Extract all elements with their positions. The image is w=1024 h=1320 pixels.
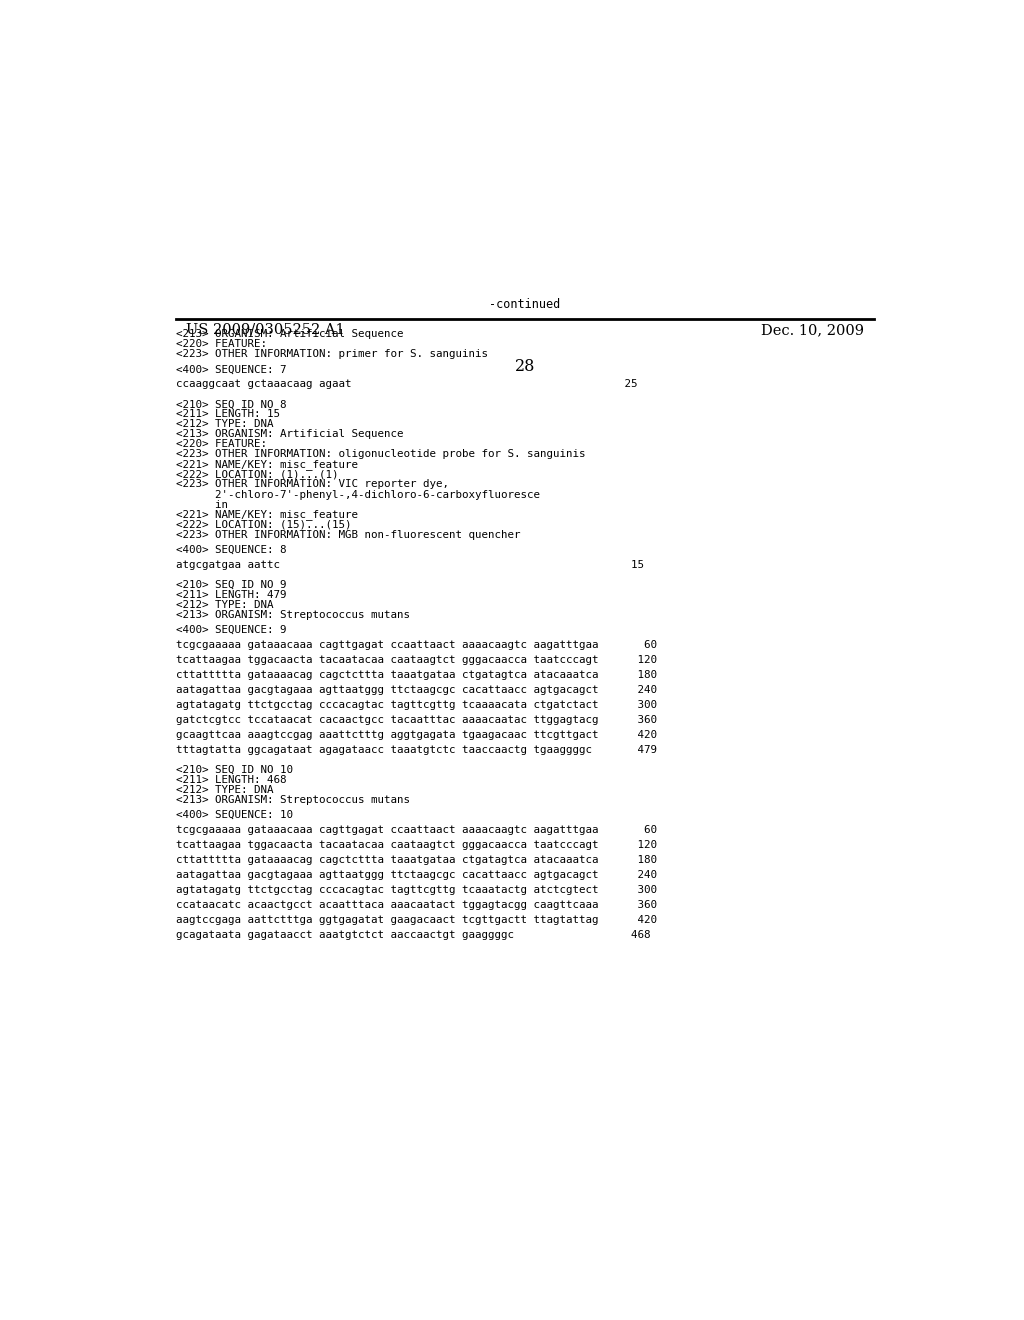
Text: ccataacatc acaactgcct acaatttaca aaacaatact tggagtacgg caagttcaaa      360: ccataacatc acaactgcct acaatttaca aaacaat…	[176, 900, 657, 909]
Text: agtatagatg ttctgcctag cccacagtac tagttcgttg tcaaaacata ctgatctact      300: agtatagatg ttctgcctag cccacagtac tagttcg…	[176, 700, 657, 710]
Text: <213> ORGANISM: Artificial Sequence: <213> ORGANISM: Artificial Sequence	[176, 330, 403, 339]
Text: in: in	[176, 499, 228, 510]
Text: aatagattaa gacgtagaaa agttaatggg ttctaagcgc cacattaacc agtgacagct      240: aatagattaa gacgtagaaa agttaatggg ttctaag…	[176, 685, 657, 694]
Text: <213> ORGANISM: Streptococcus mutans: <213> ORGANISM: Streptococcus mutans	[176, 610, 410, 619]
Text: <212> TYPE: DNA: <212> TYPE: DNA	[176, 785, 273, 795]
Text: <210> SEQ ID NO 8: <210> SEQ ID NO 8	[176, 400, 287, 409]
Text: <220> FEATURE:: <220> FEATURE:	[176, 339, 267, 350]
Text: <212> TYPE: DNA: <212> TYPE: DNA	[176, 599, 273, 610]
Text: <211> LENGTH: 479: <211> LENGTH: 479	[176, 590, 287, 599]
Text: cttattttta gataaaacag cagctcttta taaatgataa ctgatagtca atacaaatca      180: cttattttta gataaaacag cagctcttta taaatga…	[176, 669, 657, 680]
Text: tcattaagaa tggacaacta tacaatacaa caataagtct gggacaacca taatcccagt      120: tcattaagaa tggacaacta tacaatacaa caataag…	[176, 840, 657, 850]
Text: -continued: -continued	[489, 298, 560, 310]
Text: <400> SEQUENCE: 9: <400> SEQUENCE: 9	[176, 624, 287, 635]
Text: <210> SEQ ID NO 10: <210> SEQ ID NO 10	[176, 764, 293, 775]
Text: gcaagttcaa aaagtccgag aaattctttg aggtgagata tgaagacaac ttcgttgact      420: gcaagttcaa aaagtccgag aaattctttg aggtgag…	[176, 730, 657, 739]
Text: <221> NAME/KEY: misc_feature: <221> NAME/KEY: misc_feature	[176, 510, 358, 520]
Text: <222> LOCATION: (1)...(1): <222> LOCATION: (1)...(1)	[176, 470, 339, 479]
Text: <400> SEQUENCE: 10: <400> SEQUENCE: 10	[176, 810, 293, 820]
Text: <223> OTHER INFORMATION: primer for S. sanguinis: <223> OTHER INFORMATION: primer for S. s…	[176, 350, 488, 359]
Text: aagtccgaga aattctttga ggtgagatat gaagacaact tcgttgactt ttagtattag      420: aagtccgaga aattctttga ggtgagatat gaagaca…	[176, 915, 657, 925]
Text: cttattttta gataaaacag cagctcttta taaatgataa ctgatagtca atacaaatca      180: cttattttta gataaaacag cagctcttta taaatga…	[176, 855, 657, 865]
Text: gatctcgtcc tccataacat cacaactgcc tacaatttac aaaacaatac ttggagtacg      360: gatctcgtcc tccataacat cacaactgcc tacaatt…	[176, 714, 657, 725]
Text: 2'-chloro-7'-phenyl-,4-dichloro-6-carboxyfluoresce: 2'-chloro-7'-phenyl-,4-dichloro-6-carbox…	[176, 490, 540, 499]
Text: tcgcgaaaaa gataaacaaa cagttgagat ccaattaact aaaacaagtc aagatttgaa       60: tcgcgaaaaa gataaacaaa cagttgagat ccaatta…	[176, 825, 657, 834]
Text: <212> TYPE: DNA: <212> TYPE: DNA	[176, 420, 273, 429]
Text: <223> OTHER INFORMATION: VIC reporter dye,: <223> OTHER INFORMATION: VIC reporter dy…	[176, 479, 450, 490]
Text: <220> FEATURE:: <220> FEATURE:	[176, 440, 267, 449]
Text: ccaaggcaat gctaaacaag agaat                                          25: ccaaggcaat gctaaacaag agaat 25	[176, 379, 638, 389]
Text: <221> NAME/KEY: misc_feature: <221> NAME/KEY: misc_feature	[176, 459, 358, 470]
Text: atgcgatgaa aattc                                                      15: atgcgatgaa aattc 15	[176, 560, 644, 569]
Text: aatagattaa gacgtagaaa agttaatggg ttctaagcgc cacattaacc agtgacagct      240: aatagattaa gacgtagaaa agttaatggg ttctaag…	[176, 870, 657, 880]
Text: agtatagatg ttctgcctag cccacagtac tagttcgttg tcaaatactg atctcgtect      300: agtatagatg ttctgcctag cccacagtac tagttcg…	[176, 884, 657, 895]
Text: Dec. 10, 2009: Dec. 10, 2009	[761, 323, 864, 337]
Text: tcattaagaa tggacaacta tacaatacaa caataagtct gggacaacca taatcccagt      120: tcattaagaa tggacaacta tacaatacaa caataag…	[176, 655, 657, 665]
Text: <211> LENGTH: 468: <211> LENGTH: 468	[176, 775, 287, 785]
Text: <211> LENGTH: 15: <211> LENGTH: 15	[176, 409, 280, 420]
Text: US 2009/0305252 A1: US 2009/0305252 A1	[186, 323, 345, 337]
Text: <222> LOCATION: (15)...(15): <222> LOCATION: (15)...(15)	[176, 520, 351, 529]
Text: <223> OTHER INFORMATION: MGB non-fluorescent quencher: <223> OTHER INFORMATION: MGB non-fluores…	[176, 529, 520, 540]
Text: <210> SEQ ID NO 9: <210> SEQ ID NO 9	[176, 579, 287, 590]
Text: <213> ORGANISM: Artificial Sequence: <213> ORGANISM: Artificial Sequence	[176, 429, 403, 440]
Text: 28: 28	[515, 358, 535, 375]
Text: <223> OTHER INFORMATION: oligonucleotide probe for S. sanguinis: <223> OTHER INFORMATION: oligonucleotide…	[176, 449, 586, 459]
Text: <400> SEQUENCE: 8: <400> SEQUENCE: 8	[176, 545, 287, 554]
Text: gcagataata gagataacct aaatgtctct aaccaactgt gaaggggc                  468: gcagataata gagataacct aaatgtctct aaccaac…	[176, 929, 650, 940]
Text: <213> ORGANISM: Streptococcus mutans: <213> ORGANISM: Streptococcus mutans	[176, 795, 410, 805]
Text: <400> SEQUENCE: 7: <400> SEQUENCE: 7	[176, 364, 287, 375]
Text: tcgcgaaaaa gataaacaaa cagttgagat ccaattaact aaaacaagtc aagatttgaa       60: tcgcgaaaaa gataaacaaa cagttgagat ccaatta…	[176, 640, 657, 649]
Text: tttagtatta ggcagataat agagataacc taaatgtctc taaccaactg tgaaggggc       479: tttagtatta ggcagataat agagataacc taaatgt…	[176, 744, 657, 755]
